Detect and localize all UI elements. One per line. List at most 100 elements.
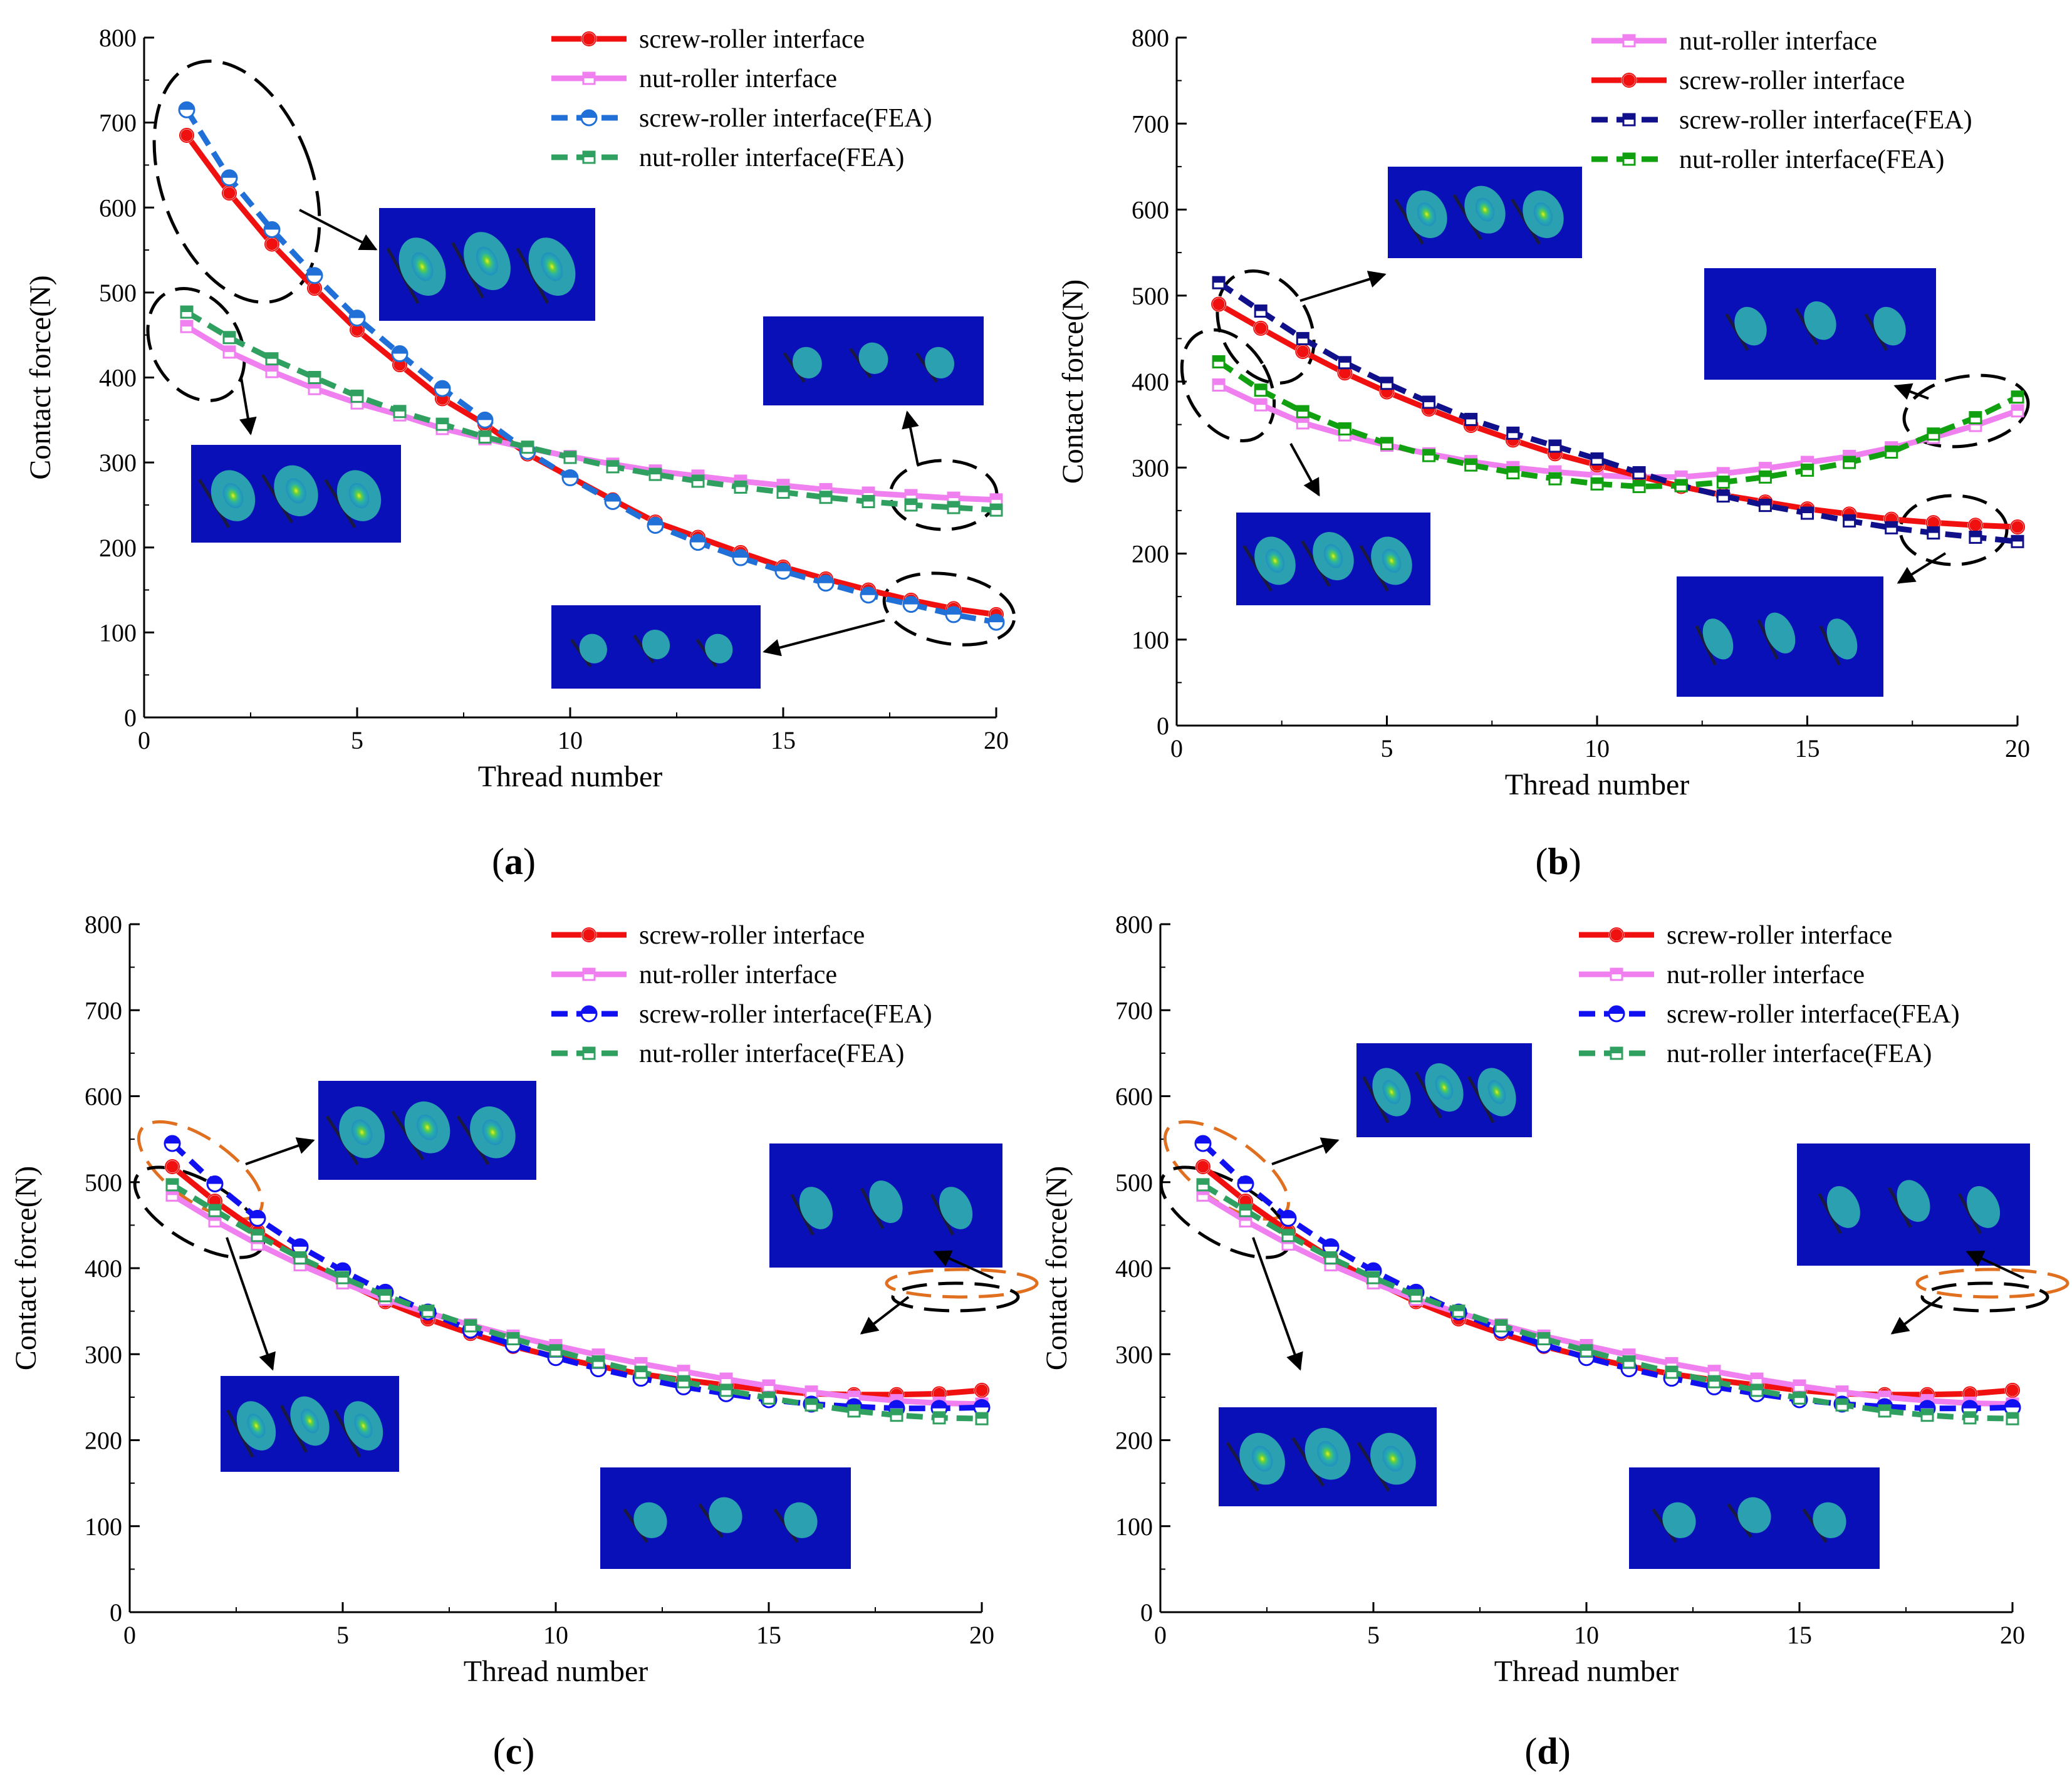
annotation-arrow [1271, 1137, 1340, 1165]
x-axis-title: Thread number [464, 1655, 648, 1688]
data-point-fill [1366, 1263, 1381, 1271]
series-nut-roller-interface [1212, 378, 2024, 484]
legend-label: screw-roller interface(FEA) [1667, 1000, 1960, 1029]
annotation-arrow [860, 1296, 910, 1335]
series-nut-roller-interface-fea- [1212, 355, 2024, 493]
panel-a-inset-3 [763, 316, 984, 405]
legend-swatch-marker-fill [583, 152, 595, 157]
inset-contact-spot [1702, 618, 1734, 660]
y-tick-label: 800 [99, 24, 137, 52]
data-point-fill [1675, 471, 1687, 477]
data-point-fill [1836, 1386, 1848, 1392]
data-point-fill [224, 331, 235, 338]
data-point-fill [165, 1135, 180, 1143]
y-axis-title: Contact force(N) [1056, 279, 1090, 484]
panel-caption: (b) [1535, 841, 1581, 882]
legend-label: nut-roller interface(FEA) [1679, 145, 1944, 174]
inset-contact-core [476, 246, 498, 276]
inset-contact-core [1487, 1080, 1506, 1105]
y-tick-label: 300 [1115, 1340, 1153, 1368]
highlight-ellipse [152, 60, 321, 304]
inset-contact-spot [1873, 306, 1906, 346]
data-point-fill [932, 1400, 947, 1409]
x-tick-label: 15 [756, 1621, 781, 1649]
data-point-fill [479, 431, 491, 437]
highlight-ellipse [1898, 494, 2009, 566]
annotation-arrow [1299, 271, 1387, 302]
inset-contact-spot [1897, 1180, 1930, 1222]
data-point-fill [1381, 437, 1393, 444]
inset-contact-core [348, 482, 370, 509]
data-point-fill [1623, 1356, 1635, 1362]
inset-contact-spot [858, 342, 888, 374]
data-point-fill [648, 518, 663, 526]
legend-entry: nut-roller interface [1591, 27, 1877, 56]
data-point-fill [1843, 457, 1855, 463]
legend-swatch-marker-ring [1609, 927, 1624, 942]
data-point-fill [252, 1229, 263, 1236]
y-tick-label: 500 [1132, 282, 1169, 310]
legend-entry: nut-roller interface(FEA) [1591, 145, 1944, 174]
data-point-fill [1591, 478, 1603, 484]
data-point-fill [1927, 527, 1939, 533]
annotation-arrow [902, 410, 919, 466]
x-tick-label: 5 [351, 726, 363, 754]
legend-label: screw-roller interface(FEA) [639, 1000, 932, 1029]
data-point-fill [1962, 1400, 1977, 1409]
y-tick-label: 800 [85, 910, 122, 939]
inset-contact-spot [869, 1180, 903, 1223]
x-tick-label: 5 [1367, 1621, 1380, 1649]
data-point-fill [848, 1405, 860, 1411]
data-point-fill [976, 1413, 987, 1419]
panel-c-inset-3 [221, 1376, 399, 1472]
inset-contact-spot [1804, 301, 1836, 340]
data-point-fill [948, 502, 959, 508]
data-point-ring [165, 1159, 180, 1175]
legend-swatch-marker-fill [581, 110, 596, 118]
legend-label: nut-roller interface(FEA) [639, 1039, 904, 1068]
data-point-fill [861, 587, 876, 595]
inset-contact-core [417, 1114, 438, 1140]
annotation-arrow [1897, 552, 1947, 584]
data-point-fill [209, 1205, 221, 1211]
data-point-fill [934, 1412, 945, 1418]
data-point-fill [422, 1305, 434, 1311]
chart-panel-c: 0 5 10 15 200100200300400500600700800Thread … [9, 910, 1039, 1772]
annotation-arrow [1965, 1250, 2024, 1279]
data-point-fill [974, 1400, 989, 1408]
legend-label: screw-roller interface(FEA) [639, 104, 932, 133]
inset-contact-spot [1734, 306, 1767, 346]
legend-entry: screw-roller interface [551, 921, 865, 950]
data-point-fill [1213, 356, 1225, 362]
series-line [1201, 1182, 2013, 1422]
highlight-ellipse [1915, 1268, 2069, 1299]
data-point-fill [1213, 277, 1225, 283]
data-point-fill [392, 346, 407, 354]
data-point-fill [1423, 450, 1435, 456]
inset-contact-core [354, 1414, 373, 1439]
x-tick-label: 15 [1787, 1621, 1812, 1649]
inset-contact-core [1382, 1446, 1404, 1472]
data-point-fill [1801, 507, 1813, 513]
x-tick-label: 0 [1170, 734, 1183, 763]
highlight-ellipse [882, 571, 1016, 647]
x-tick-label: 0 [138, 726, 150, 754]
data-point-fill [1759, 462, 1771, 469]
chart-panel-b: 0 5 10 15 200100200300400500600700800Thread … [1056, 24, 2030, 882]
legend-entry: nut-roller interface(FEA) [551, 143, 904, 172]
legend-entry: screw-roller interface [551, 25, 865, 54]
data-point-fill [863, 487, 874, 493]
data-point-fill [350, 310, 365, 318]
data-point-fill [692, 470, 704, 476]
panel-d-inset-2 [1797, 1143, 2030, 1266]
legend-swatch-marker-fill [1609, 1006, 1624, 1014]
annotation-arrow [1252, 1237, 1303, 1371]
legend-label: screw-roller interface [639, 25, 865, 54]
annotation-arrow [226, 1237, 276, 1371]
legend-label: screw-roller interface [639, 921, 865, 950]
inset-contact-core [1435, 1075, 1454, 1100]
series-line [1217, 382, 2019, 480]
data-point-fill [820, 491, 831, 497]
y-tick-label: 700 [85, 996, 122, 1024]
